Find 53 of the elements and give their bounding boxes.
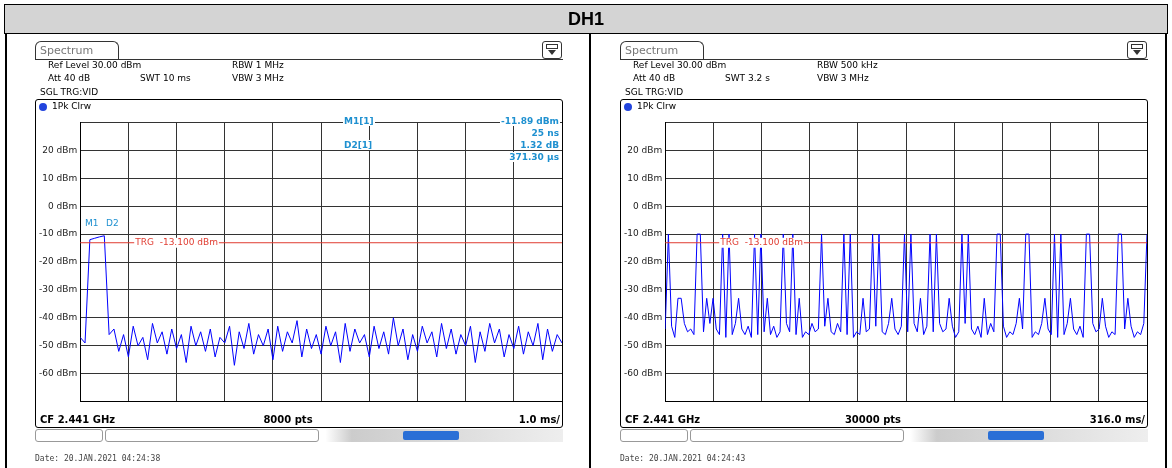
text: 30000 pts xyxy=(844,414,902,425)
text: SWT 10 ms xyxy=(140,73,191,83)
annotation: M1[1] xyxy=(343,116,375,126)
text: Spectrum xyxy=(620,41,704,59)
text: Att 40 dB xyxy=(633,73,676,83)
text: CF 2.441 GHz xyxy=(625,414,701,425)
text: SWT 3.2 s xyxy=(725,73,770,83)
text: Spectrum xyxy=(35,41,119,59)
y-tick-label: 10 dBm xyxy=(42,172,78,183)
y-tick-label: 20 dBm xyxy=(42,144,78,155)
text: 1Pk Clrw xyxy=(52,101,92,111)
y-tick-label: -10 dBm xyxy=(39,228,78,239)
ref-line-label: TRG -13.100 dBm xyxy=(134,237,218,248)
annotation: M1 xyxy=(85,218,99,228)
text: SGL TRG:VID xyxy=(625,87,684,97)
text: Date: 20.JAN.2021 04:24:38 xyxy=(35,454,161,463)
annotation: 25 ns xyxy=(530,128,560,138)
text: Ref Level 30.00 dBm xyxy=(633,60,727,70)
text: 1.0 ms/ xyxy=(518,414,560,425)
text: RBW 1 MHz xyxy=(232,60,284,70)
y-tick-label: 20 dBm xyxy=(627,144,663,155)
text: Ref Level 30.00 dBm xyxy=(48,60,142,70)
y-tick-label: 0 dBm xyxy=(632,200,663,211)
text: VBW 3 MHz xyxy=(232,73,284,83)
text: SGL TRG:VID xyxy=(40,87,99,97)
text: RBW 500 kHz xyxy=(817,60,878,70)
y-tick-label: -20 dBm xyxy=(624,256,663,267)
annotation: D2 xyxy=(106,218,119,228)
annotation: 371.30 μs xyxy=(508,152,560,162)
y-tick-label: -40 dBm xyxy=(624,312,663,323)
text: CF 2.441 GHz xyxy=(40,414,116,425)
y-tick-label: -40 dBm xyxy=(39,312,78,323)
chart-title: DH1 xyxy=(4,4,1168,34)
text: Att 40 dB xyxy=(48,73,91,83)
text: 8000 pts xyxy=(263,414,313,425)
ref-line-label: TRG -13.100 dBm xyxy=(719,237,803,248)
y-tick-label: -50 dBm xyxy=(624,340,663,351)
y-tick-label: -60 dBm xyxy=(39,368,78,379)
text: 1Pk Clrw xyxy=(637,101,677,111)
text: 316.0 ms/ xyxy=(1089,414,1145,425)
y-tick-label: -10 dBm xyxy=(624,228,663,239)
y-tick-label: 0 dBm xyxy=(47,200,78,211)
y-tick-label: -60 dBm xyxy=(624,368,663,379)
annotation: -11.89 dBm xyxy=(499,116,560,126)
y-tick-label: 10 dBm xyxy=(627,172,663,183)
text: VBW 3 MHz xyxy=(817,73,869,83)
y-tick-label: -50 dBm xyxy=(39,340,78,351)
text: Date: 20.JAN.2021 04:24:43 xyxy=(620,454,746,463)
annotation: 1.32 dB xyxy=(519,140,560,150)
y-tick-label: -30 dBm xyxy=(39,284,78,295)
y-tick-label: -20 dBm xyxy=(39,256,78,267)
annotation: D2[1] xyxy=(343,140,374,150)
y-tick-label: -30 dBm xyxy=(624,284,663,295)
